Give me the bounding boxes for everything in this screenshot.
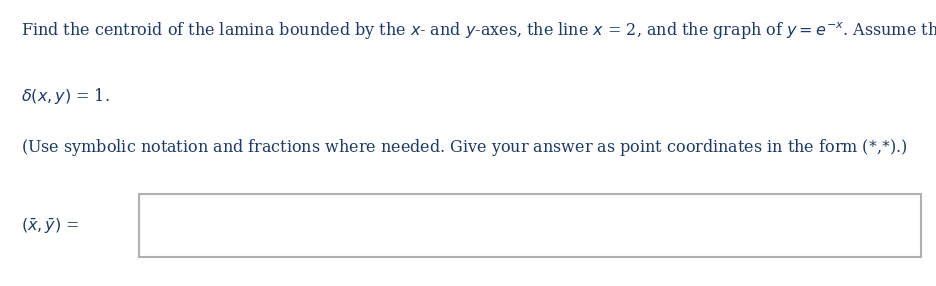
FancyBboxPatch shape [139,194,920,257]
Text: $\delta(x, y)$ = 1.: $\delta(x, y)$ = 1. [21,86,110,106]
Text: (Use symbolic notation and fractions where needed. Give your answer as point coo: (Use symbolic notation and fractions whe… [21,137,906,158]
Text: Find the centroid of the lamina bounded by the $x$- and $y$-axes, the line $x$ =: Find the centroid of the lamina bounded … [21,20,936,41]
Text: $(\bar{x}, \bar{y})$ =: $(\bar{x}, \bar{y})$ = [21,216,79,236]
